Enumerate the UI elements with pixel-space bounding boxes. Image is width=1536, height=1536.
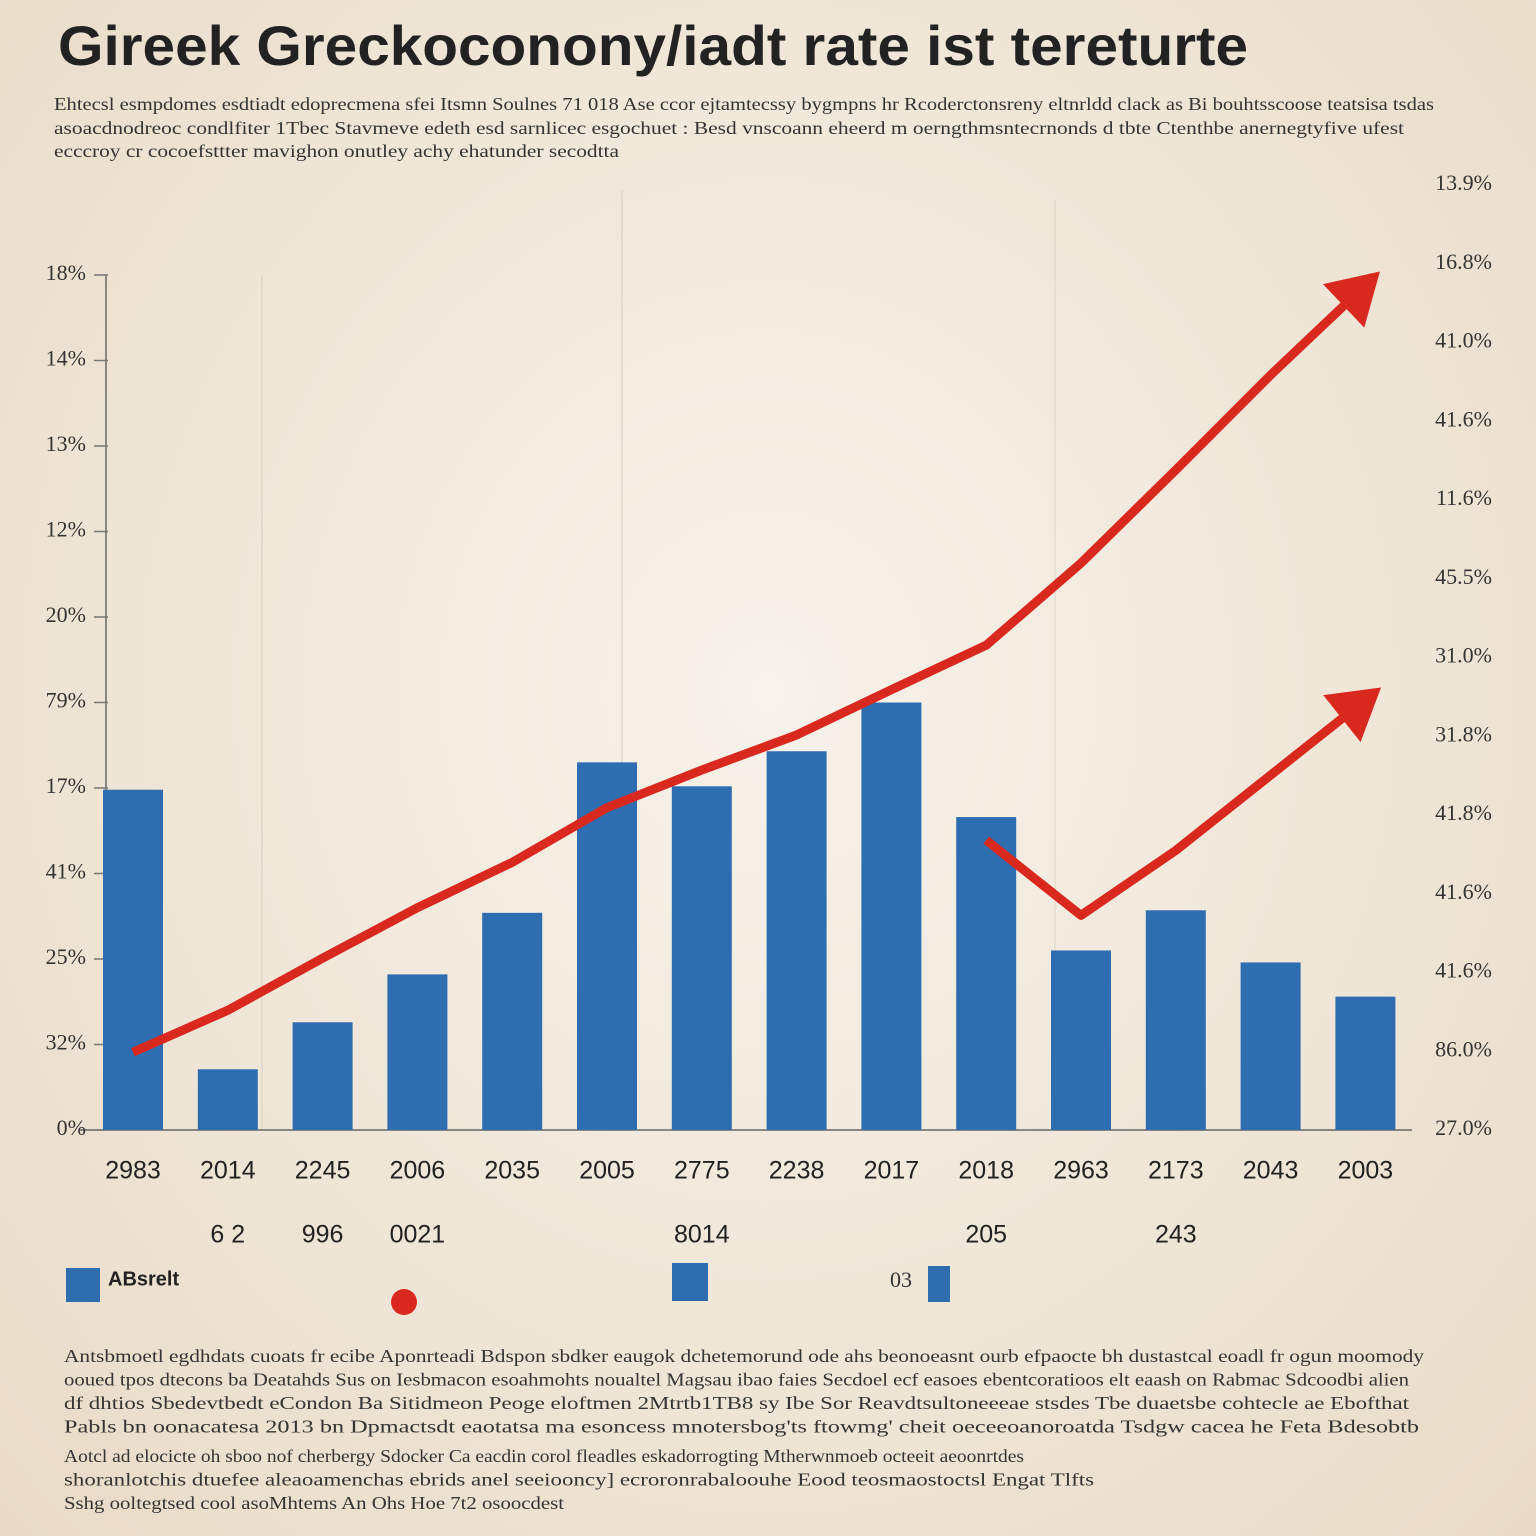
y2-tick-label: 41.0% (1435, 328, 1492, 353)
y-tick-label: 12% (46, 517, 86, 542)
y-tick-label: 17% (46, 773, 86, 798)
y-tick-label: 20% (46, 602, 86, 627)
footer-line: df dhtios Sbedevtbedt eCondon Ba Sitidme… (64, 1393, 1409, 1413)
y-tick-label: 79% (46, 688, 86, 713)
bar (766, 751, 827, 1130)
x-tick-label: 2003 (1338, 1157, 1394, 1185)
x-tick-label: 2017 (864, 1157, 920, 1185)
bar (956, 817, 1017, 1130)
x-sublabel: 243 (1155, 1221, 1197, 1249)
trend-line (131, 281, 1369, 1057)
y2-tick-label: 41.6% (1435, 406, 1492, 431)
y-tick-label: 14% (46, 346, 86, 371)
y-tick-label: 0% (57, 1115, 86, 1140)
bar (292, 1022, 353, 1130)
y-tick-label: 41% (46, 859, 86, 884)
bar (671, 786, 732, 1130)
legend-swatch (672, 1263, 708, 1301)
x-tick-label: 2983 (105, 1157, 161, 1185)
subtitle-line: Ehtecsl esmpdomes esdtiadt edoprecmena s… (54, 94, 1434, 114)
subtitle-line: ecccroy cr cocoefsttter mavighon onutley… (54, 141, 619, 161)
y2-tick-label: 41.6% (1435, 879, 1492, 904)
y2-tick-label: 27.0% (1435, 1115, 1492, 1140)
y2-tick-label: 16.8% (1435, 249, 1492, 274)
y2-tick-label: 31.0% (1435, 643, 1492, 668)
bar (1335, 996, 1396, 1130)
bar (861, 702, 922, 1130)
footer-line: ooued tpos dtecons ba Deatahds Sus on Ie… (64, 1370, 1409, 1390)
x-tick-label: 2238 (769, 1157, 825, 1185)
legend-swatch (391, 1289, 417, 1315)
legend-label: 03 (890, 1267, 912, 1292)
bar (387, 974, 448, 1130)
bar (1240, 962, 1301, 1130)
y-tick-label: 32% (46, 1030, 86, 1055)
y2-tick-label: 41.6% (1435, 958, 1492, 983)
y2-tick-label: 13.9% (1435, 170, 1492, 195)
x-sublabel: 0021 (390, 1221, 446, 1249)
footer-line: Antsbmoetl egdhdats cuoats fr ecibe Apon… (64, 1346, 1424, 1366)
x-tick-label: 2245 (295, 1157, 351, 1185)
x-sublabel: 6 2 (210, 1221, 245, 1249)
footer-line: Aotcl ad elocicte oh sboo nof cherbergy … (64, 1446, 1024, 1466)
y2-tick-label: 11.6% (1436, 485, 1492, 510)
x-tick-label: 2173 (1148, 1157, 1204, 1185)
y-tick-label: 18% (46, 260, 86, 285)
x-tick-label: 2043 (1243, 1157, 1299, 1185)
subtitle-line: asoacdnodreoc condlfiter 1Tbec Stavmeve … (54, 118, 1404, 138)
y2-tick-label: 41.8% (1435, 800, 1492, 825)
x-sublabel: 8014 (674, 1221, 730, 1249)
x-tick-label: 2963 (1053, 1157, 1109, 1185)
footer-line: Sshg ooltegtsed cool asoMhtems An Ohs Ho… (64, 1493, 564, 1513)
bar (197, 1069, 258, 1130)
chart-title: Gireek Greckoconony/iadt rate ist teretu… (58, 14, 1248, 77)
trend-line (983, 696, 1369, 920)
legend-swatch (928, 1266, 950, 1302)
x-sublabel: 205 (965, 1221, 1007, 1249)
bar (1051, 950, 1111, 1130)
y-tick-label: 25% (46, 944, 86, 969)
x-tick-label: 2005 (579, 1157, 635, 1185)
legend-label: ABsrelt (108, 1268, 179, 1290)
x-tick-label: 2014 (200, 1157, 256, 1185)
arrowhead (1322, 271, 1380, 328)
y2-tick-label: 45.5% (1435, 564, 1492, 589)
arrowhead (1323, 687, 1382, 743)
bar (1145, 910, 1206, 1130)
y2-tick-label: 31.8% (1435, 721, 1492, 746)
x-tick-label: 2018 (958, 1157, 1014, 1185)
y-tick-label: 13% (46, 431, 86, 456)
footer-line: shoranlotchis dtuefee aleaoamenchas ebri… (64, 1470, 1094, 1490)
x-tick-label: 2775 (674, 1157, 730, 1185)
footer-line: Pabls bn oonacatesa 2013 bn Dpmactsdt ea… (64, 1417, 1419, 1437)
x-tick-label: 2006 (390, 1157, 446, 1185)
x-tick-label: 2035 (484, 1157, 540, 1185)
legend-swatch (66, 1268, 100, 1302)
y2-tick-label: 86.0% (1435, 1036, 1492, 1061)
bar (482, 912, 543, 1130)
bar (103, 789, 163, 1130)
x-sublabel: 996 (302, 1221, 344, 1249)
